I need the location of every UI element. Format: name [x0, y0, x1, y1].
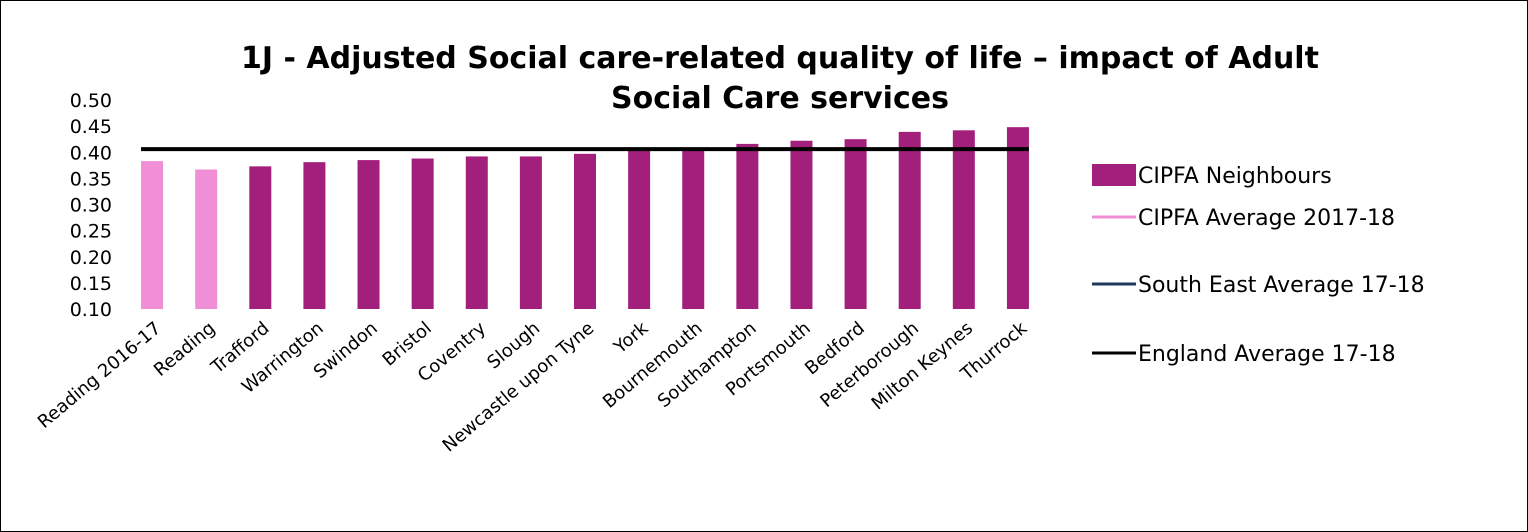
legend-label: CIPFA Average 2017-18: [1138, 206, 1395, 231]
chart-title-line-1: 1J - Adjusted Social care-related qualit…: [241, 41, 1319, 76]
bar: [898, 131, 921, 309]
bar: [682, 149, 705, 309]
x-axis-labels: Reading 2016-17ReadingTraffordWarrington…: [34, 317, 1032, 456]
y-tick-label: 0.25: [70, 221, 112, 243]
y-axis: 0.10 0.15 0.20 0.25 0.30 0.35 0.40 0.45 0.50: [70, 90, 112, 321]
bar: [574, 153, 596, 309]
y-tick-label: 0.45: [70, 116, 112, 138]
y-tick-label: 0.50: [70, 90, 112, 112]
legend-label: CIPFA Neighbours: [1138, 164, 1332, 189]
bar: [844, 139, 867, 309]
bar: [303, 162, 326, 309]
legend-swatch: [1092, 164, 1136, 186]
y-tick-label: 0.20: [70, 247, 112, 269]
bar: [141, 161, 164, 309]
legend-label: England Average 17-18: [1138, 342, 1396, 367]
bar: [790, 140, 813, 309]
bar: [411, 158, 434, 309]
bar: [465, 156, 488, 309]
bar: [628, 150, 651, 309]
bar: [736, 143, 759, 309]
y-tick-label: 0.35: [70, 168, 112, 190]
y-tick-label: 0.40: [70, 142, 112, 164]
legend-label: South East Average 17-18: [1138, 273, 1425, 298]
x-tick-label: Reading 2016-17: [34, 318, 165, 433]
bar: [249, 166, 272, 309]
bar: [952, 130, 975, 309]
bar: [195, 169, 218, 309]
bar: [519, 156, 542, 309]
x-tick-label: York: [609, 317, 652, 358]
x-tick-label: Reading: [150, 318, 219, 381]
chart-title-line-2: Social Care services: [611, 81, 949, 116]
y-tick-label: 0.15: [70, 273, 112, 295]
y-tick-label: 0.10: [70, 299, 112, 321]
bar: [1006, 127, 1029, 309]
y-tick-label: 0.30: [70, 195, 112, 217]
bars: [141, 127, 1029, 309]
bar: [357, 160, 380, 309]
legend: CIPFA Neighbours CIPFA Average 2017-18 Sou…: [1092, 164, 1425, 367]
